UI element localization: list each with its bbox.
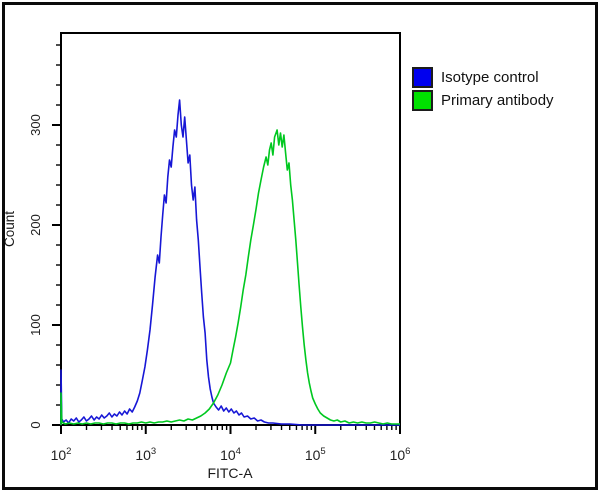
y-tick-label: 300 xyxy=(28,114,43,136)
legend-item-isotype-control: Isotype control xyxy=(412,66,554,89)
y-tick-label: 100 xyxy=(28,314,43,336)
x-tick-label: 103 xyxy=(135,446,156,463)
x-tick-label: 105 xyxy=(305,446,326,463)
legend-label: Primary antibody xyxy=(441,92,554,109)
x-axis-tick-labels: 102 103 104 105 106 xyxy=(51,446,411,463)
x-tick-label: 106 xyxy=(390,446,411,463)
y-axis-tick-labels: 0 100 200 300 xyxy=(28,114,43,428)
primary-antibody-swatch-icon xyxy=(412,90,433,111)
histogram-curves xyxy=(60,99,400,426)
legend-label: Isotype control xyxy=(441,69,539,86)
legend: Isotype control Primary antibody xyxy=(412,66,554,112)
x-axis-ticks xyxy=(60,425,401,434)
x-tick-label: 102 xyxy=(51,446,72,463)
plot-area-border xyxy=(60,32,401,426)
y-tick-label: 200 xyxy=(28,214,43,236)
y-axis-ticks xyxy=(52,44,61,426)
y-axis-title: Count xyxy=(2,211,17,247)
isotype-control-swatch-icon xyxy=(412,67,433,88)
x-axis-title: FITC-A xyxy=(207,465,253,481)
x-tick-label: 104 xyxy=(220,446,241,463)
legend-item-primary-antibody: Primary antibody xyxy=(412,89,554,112)
y-tick-label: 0 xyxy=(28,421,43,428)
curve-isotype-control xyxy=(60,99,400,426)
curve-primary-antibody xyxy=(60,129,400,425)
